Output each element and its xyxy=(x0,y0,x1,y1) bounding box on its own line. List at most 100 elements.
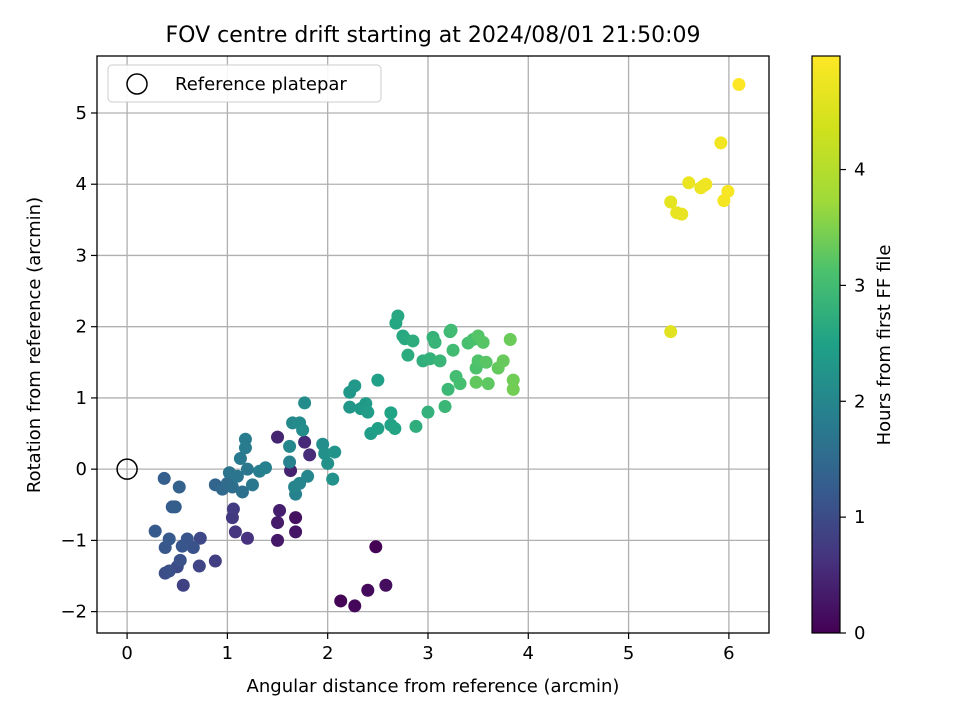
x-tick-label: 6 xyxy=(723,643,734,664)
x-axis-ticks: 0 1 2 3 4 5 6 xyxy=(121,633,735,664)
data-point xyxy=(273,503,287,517)
data-point xyxy=(271,516,285,530)
data-point xyxy=(675,207,689,221)
data-point xyxy=(208,554,222,568)
data-point xyxy=(225,480,239,494)
data-point xyxy=(401,348,415,362)
data-point xyxy=(318,446,332,460)
y-tick-label: −2 xyxy=(60,602,87,623)
data-point xyxy=(423,352,437,366)
x-tick-label: 3 xyxy=(422,643,433,664)
data-point xyxy=(259,461,273,475)
data-point xyxy=(496,354,510,368)
data-point xyxy=(192,559,206,573)
y-tick-label: 3 xyxy=(76,245,87,266)
x-axis-label: Angular distance from reference (arcmin) xyxy=(247,676,620,697)
data-point xyxy=(240,462,254,476)
data-point xyxy=(428,335,442,349)
data-point xyxy=(298,396,312,410)
data-point xyxy=(328,445,342,459)
x-tick-label: 4 xyxy=(523,643,534,664)
y-tick-label: 0 xyxy=(76,459,87,480)
data-point xyxy=(453,377,467,391)
data-point xyxy=(664,325,678,339)
data-point xyxy=(240,531,254,545)
data-point xyxy=(388,422,402,436)
data-point xyxy=(732,77,746,91)
data-point xyxy=(289,511,303,525)
data-point xyxy=(343,400,357,414)
data-point xyxy=(238,432,252,446)
data-point xyxy=(271,533,285,547)
data-point xyxy=(176,578,190,592)
data-point xyxy=(230,469,244,483)
colorbar-tick-label: 4 xyxy=(854,160,865,181)
data-point xyxy=(379,578,393,592)
data-point xyxy=(303,448,317,462)
data-point xyxy=(369,540,383,554)
chart-title: FOV centre drift starting at 2024/08/01 … xyxy=(166,23,701,48)
data-point xyxy=(173,553,187,567)
colorbar-tick-label: 0 xyxy=(854,623,865,644)
data-point xyxy=(371,373,385,387)
data-point xyxy=(664,195,678,209)
y-tick-label: −1 xyxy=(60,530,87,551)
y-tick-label: 5 xyxy=(76,103,87,124)
data-point xyxy=(441,382,455,396)
data-point xyxy=(296,423,310,437)
data-point xyxy=(157,471,171,485)
data-point xyxy=(162,532,176,546)
y-axis-label: Rotation from reference (arcmin) xyxy=(24,197,45,493)
data-point xyxy=(371,422,385,436)
data-point xyxy=(348,599,362,613)
colorbar-label: Hours from first FF file xyxy=(874,245,895,446)
data-point xyxy=(384,406,398,420)
data-point xyxy=(361,405,375,419)
data-point xyxy=(361,583,375,597)
legend: Reference platepar xyxy=(107,64,382,103)
data-point xyxy=(289,525,303,539)
data-point xyxy=(228,525,242,539)
x-tick-label: 2 xyxy=(322,643,333,664)
data-point xyxy=(193,531,207,545)
x-tick-label: 1 xyxy=(222,643,233,664)
grid xyxy=(97,56,769,633)
legend-entry-reference: Reference platepar xyxy=(175,74,347,95)
plot-frame xyxy=(96,55,770,634)
data-point xyxy=(503,333,517,347)
y-axis-ticks: −2 −1 0 1 2 3 4 5 xyxy=(60,103,97,623)
data-point xyxy=(321,456,335,470)
colorbar-tick-label: 2 xyxy=(854,391,865,412)
data-point xyxy=(714,136,728,150)
data-point xyxy=(334,594,348,608)
legend-marker-reference xyxy=(126,73,148,95)
colorbar: 0 1 2 3 4 Hours from first FF file xyxy=(811,55,895,644)
data-point xyxy=(421,405,435,419)
data-point xyxy=(444,323,458,337)
data-point xyxy=(721,184,735,198)
colorbar-ticks: 0 1 2 3 4 xyxy=(840,160,865,644)
data-point xyxy=(271,430,285,444)
data-point xyxy=(479,355,493,369)
colorbar-gradient xyxy=(811,55,841,634)
data-point xyxy=(226,502,240,516)
data-point xyxy=(433,354,447,368)
colorbar-tick-label: 1 xyxy=(854,507,865,528)
data-point xyxy=(298,435,312,449)
data-point xyxy=(348,379,362,393)
x-tick-label: 0 xyxy=(121,643,132,664)
data-point xyxy=(506,382,520,396)
data-point xyxy=(446,343,460,357)
x-tick-label: 5 xyxy=(623,643,634,664)
data-point xyxy=(283,455,297,469)
y-tick-label: 4 xyxy=(76,174,87,195)
y-tick-label: 2 xyxy=(76,317,87,338)
data-point xyxy=(172,480,186,494)
data-point xyxy=(168,500,182,514)
data-point xyxy=(438,399,452,413)
data-point xyxy=(245,478,259,492)
data-point xyxy=(682,176,696,190)
data-point xyxy=(326,472,340,486)
data-point xyxy=(233,451,247,465)
